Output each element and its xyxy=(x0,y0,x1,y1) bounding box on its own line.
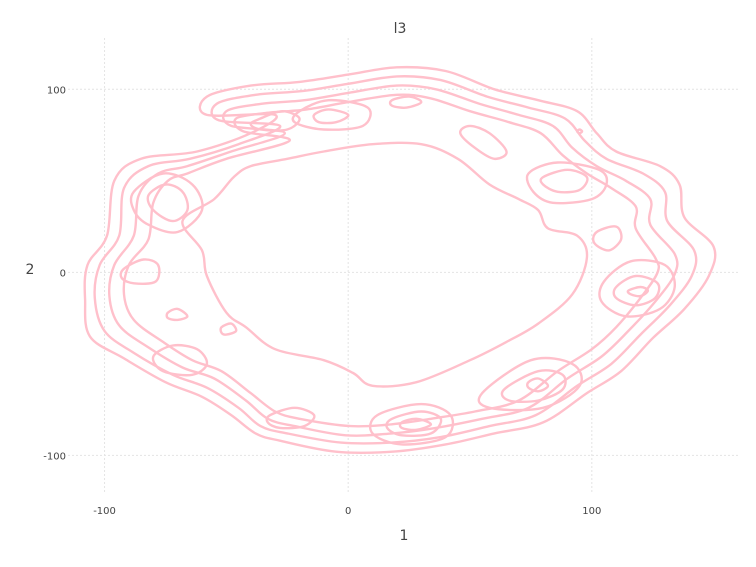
y-tick-label: 0 xyxy=(60,268,66,279)
contour-line-ring-2 xyxy=(93,75,698,445)
contour-line-top-right-peak xyxy=(388,95,423,109)
x-tick-label: -100 xyxy=(93,506,116,517)
y-tick-label: -100 xyxy=(43,451,66,462)
contour-line-bottom-center-peak-2 xyxy=(385,410,443,438)
contour-lines xyxy=(83,65,717,455)
contour-line-center-small xyxy=(219,322,238,336)
contour-line-top-center-peak xyxy=(312,108,350,125)
contour-line-right-peak-2 xyxy=(525,161,609,205)
contour-line-left-upper-peak-2 xyxy=(129,172,204,234)
contour-line-far-right-peak-1 xyxy=(626,285,650,298)
contour-line-bottom-right-peak-2 xyxy=(500,369,567,404)
contour-line-bottom-right-peak-1 xyxy=(526,377,550,393)
contour-line-right-peak-1 xyxy=(539,168,589,194)
contour-line-far-right-peak-2 xyxy=(612,274,661,307)
contour-line-left-upper-peak xyxy=(146,183,190,223)
contour-line-far-right-peak-3 xyxy=(598,258,677,318)
contour-line-bottom-left-peak xyxy=(265,406,316,430)
contour-line-outer-ring xyxy=(83,65,717,455)
contour-line-bottom-center-peak-1 xyxy=(398,417,433,432)
contour-line-inner-ring xyxy=(181,141,589,388)
x-tick-label: 100 xyxy=(582,506,601,517)
contour-line-top-center-peak-2 xyxy=(291,98,372,131)
contour-line-isolated-dot xyxy=(576,128,584,135)
contour-line-top-left-peak xyxy=(249,110,301,132)
contour-line-ring-4 xyxy=(122,93,661,428)
y-tick-label: 100 xyxy=(47,85,66,96)
chart-title: l3 xyxy=(394,21,407,37)
contour-line-right-small-peak xyxy=(591,225,623,252)
tick-labels: -100 0 100 -100 0 100 xyxy=(43,85,601,517)
contour-line-ring-3 xyxy=(108,84,679,437)
y-axis-label: 2 xyxy=(26,262,35,278)
contour-line-bottom-right-peak-3 xyxy=(477,356,583,412)
x-axis-label: 1 xyxy=(400,528,409,544)
contour-line-right-upper-peak xyxy=(459,124,508,161)
contour-line-left-mid-small xyxy=(165,307,189,322)
contour-line-bottom-center-peak-3 xyxy=(368,402,455,446)
contour-line-left-lower-peak xyxy=(151,343,209,377)
contour-line-left-mid-peak xyxy=(119,258,161,285)
x-tick-label: 0 xyxy=(345,506,351,517)
